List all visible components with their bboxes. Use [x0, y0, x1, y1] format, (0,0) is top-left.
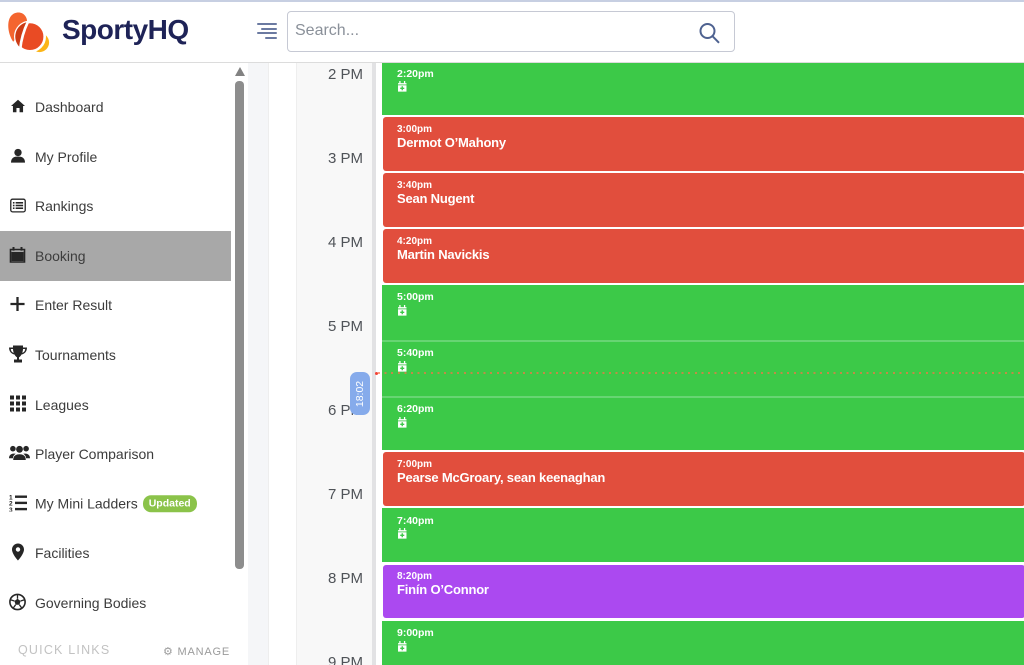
svg-text:3: 3	[9, 507, 13, 512]
svg-text:1: 1	[9, 494, 13, 501]
svg-text:2: 2	[9, 500, 13, 507]
